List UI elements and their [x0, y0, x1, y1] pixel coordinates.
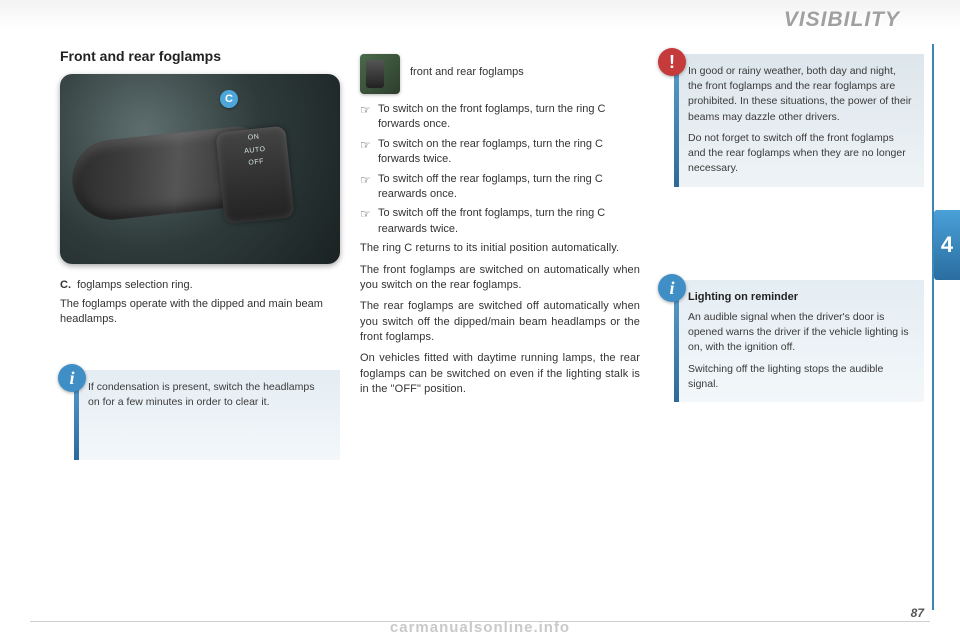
instruction-para: On vehicles fitted with daytime running … — [360, 351, 640, 397]
foglamp-thumbnail — [360, 54, 400, 94]
callout-condensation: i If condensation is present, switch the… — [74, 370, 340, 460]
callout-text: In good or rainy weather, both day and n… — [688, 64, 912, 125]
pointer-icon: ☞ — [360, 102, 378, 133]
callout-text: Switching off the lighting stops the aud… — [688, 362, 912, 392]
page-footer: 87 carmanualsonline.info — [0, 612, 960, 640]
section-title: Front and rear foglamps — [60, 48, 221, 64]
right-margin-rule — [932, 44, 934, 610]
caption-body: The foglamps operate with the dipped and… — [60, 297, 340, 327]
photo-caption: C. foglamps selection ring. The foglamps… — [60, 278, 340, 327]
instruction-para: The front foglamps are switched on autom… — [360, 263, 640, 294]
watermark-text: carmanualsonline.info — [390, 619, 570, 636]
manual-page: VISIBILITY Front and rear foglamps ON AU… — [0, 0, 960, 640]
instruction-text: To switch off the front foglamps, turn t… — [378, 206, 640, 237]
instruction-para: The ring C returns to its initial positi… — [360, 241, 640, 256]
chapter-tab: 4 — [934, 210, 960, 280]
stalk-photo: ON AUTO OFF C — [60, 74, 340, 264]
page-title: VISIBILITY — [784, 8, 900, 32]
pointer-icon: ☞ — [360, 137, 378, 168]
page-header: VISIBILITY — [0, 0, 960, 44]
c-marker: C — [220, 90, 238, 108]
callout-reminder: i Lighting on reminder An audible signal… — [674, 280, 924, 402]
caption-c-label: C. — [60, 279, 71, 291]
pointer-icon: ☞ — [360, 206, 378, 237]
callout-text: If condensation is present, switch the h… — [88, 380, 328, 410]
instructions-column: ☞ To switch on the front foglamps, turn … — [360, 102, 640, 404]
instruction-para: The rear foglamps are switched off autom… — [360, 299, 640, 345]
page-number: 87 — [911, 606, 924, 620]
instruction-item: ☞ To switch off the rear foglamps, turn … — [360, 172, 640, 203]
instruction-text: To switch on the rear foglamps, turn the… — [378, 137, 640, 168]
callout-text: An audible signal when the driver's door… — [688, 310, 912, 356]
callout-heading: Lighting on reminder — [688, 290, 912, 306]
dial-labels: ON AUTO OFF — [222, 129, 288, 173]
instruction-item: ☞ To switch on the rear foglamps, turn t… — [360, 137, 640, 168]
callout-weather: ! In good or rainy weather, both day and… — [674, 54, 924, 187]
caption-c-text: foglamps selection ring. — [77, 279, 193, 291]
warning-icon: ! — [658, 48, 686, 76]
pointer-icon: ☞ — [360, 172, 378, 203]
instruction-item: ☞ To switch off the front foglamps, turn… — [360, 206, 640, 237]
info-icon: i — [58, 364, 86, 392]
instruction-text: To switch off the rear foglamps, turn th… — [378, 172, 640, 203]
thumbnail-label: front and rear foglamps — [410, 66, 524, 78]
callout-text: Do not forget to switch off the front fo… — [688, 131, 912, 177]
instruction-text: To switch on the front foglamps, turn th… — [378, 102, 640, 133]
instruction-item: ☞ To switch on the front foglamps, turn … — [360, 102, 640, 133]
info-icon: i — [658, 274, 686, 302]
